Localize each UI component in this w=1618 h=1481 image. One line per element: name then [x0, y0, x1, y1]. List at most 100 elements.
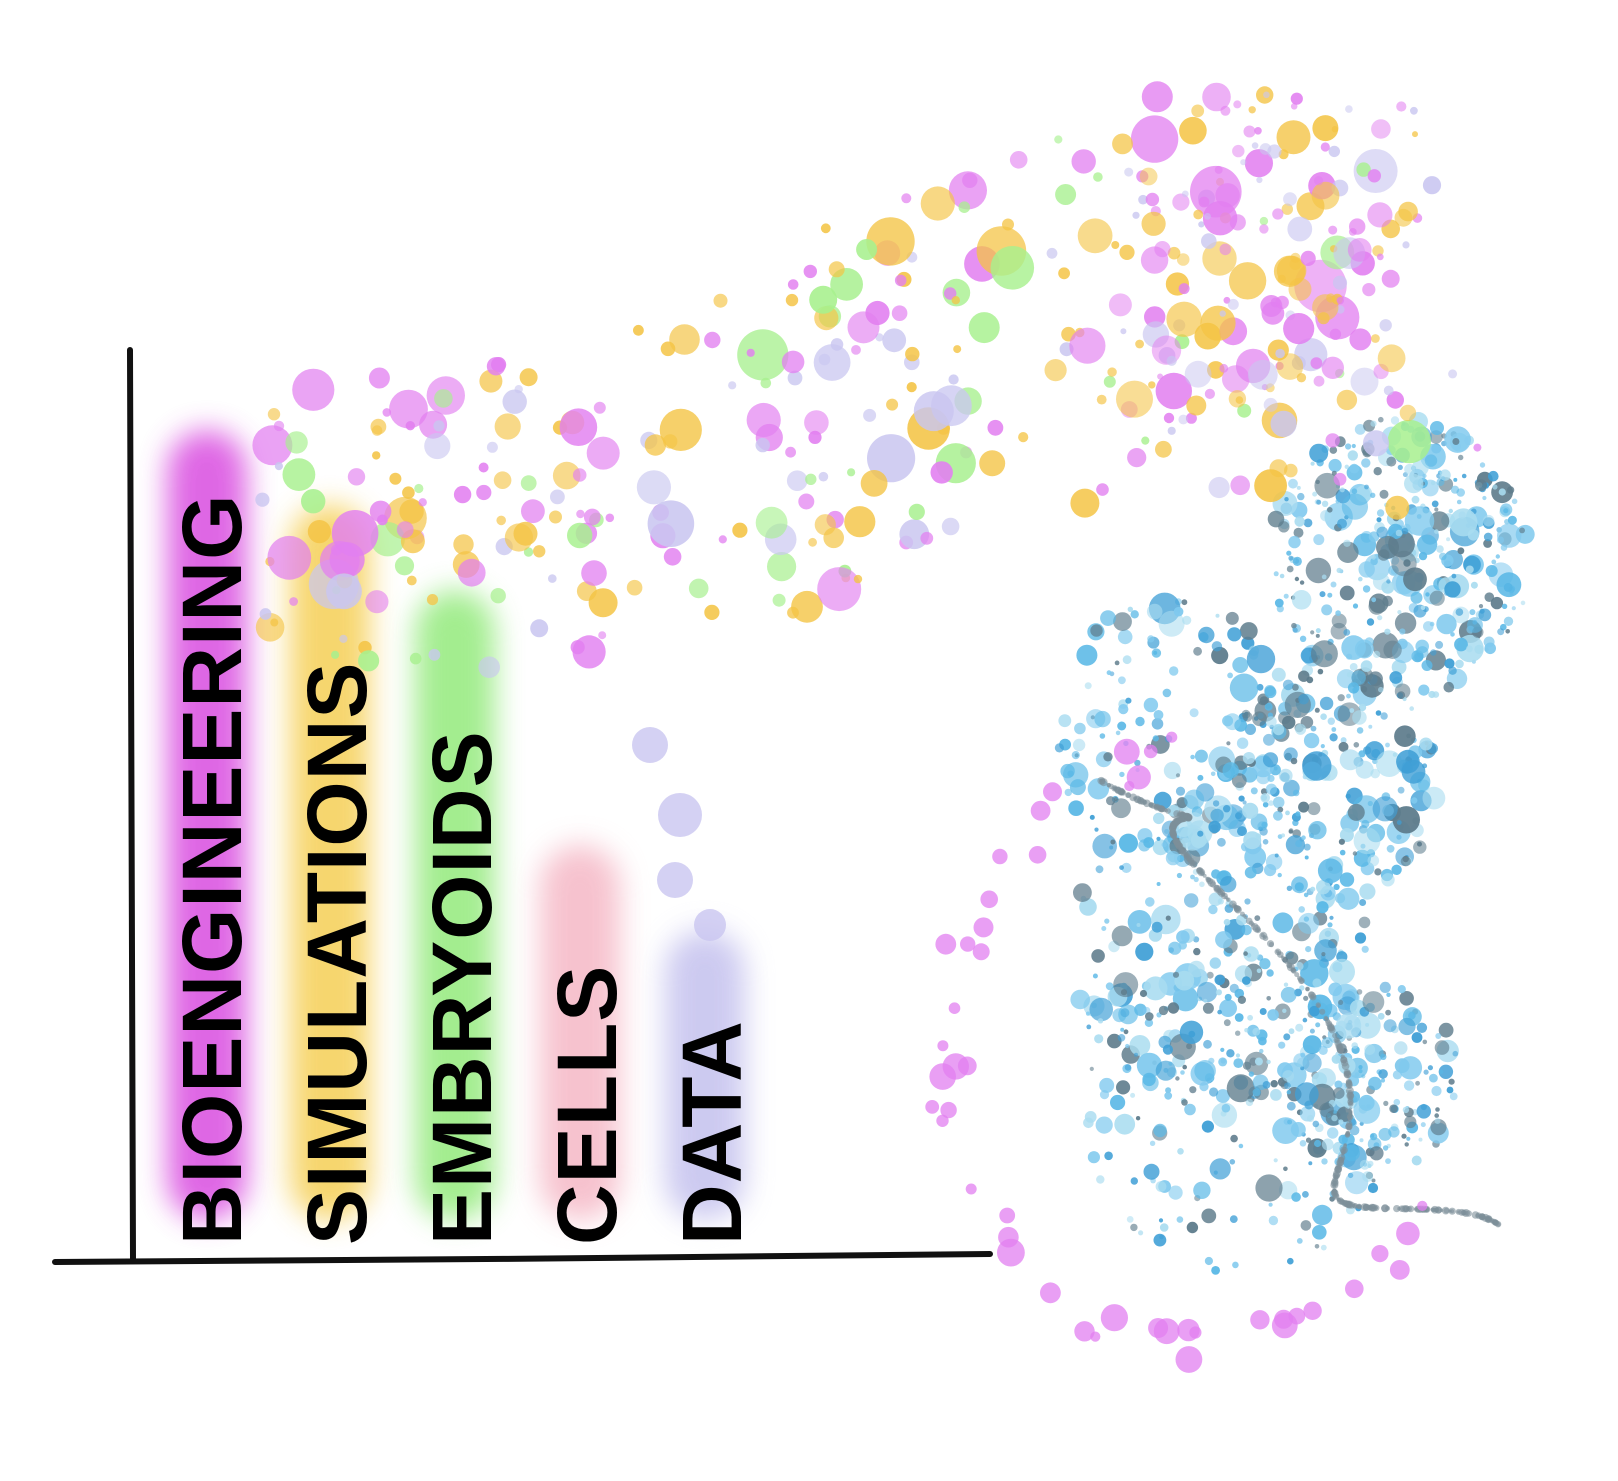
- plume-bubble: [1139, 167, 1158, 186]
- helix-bubble: [1288, 535, 1301, 549]
- stream-bubble: [273, 420, 285, 432]
- strand-dot: [1455, 1208, 1462, 1215]
- helix-bubble: [1404, 463, 1416, 475]
- helix-bubble: [1265, 783, 1277, 795]
- helix-bubble: [1450, 485, 1460, 494]
- strand-dot: [1485, 1216, 1492, 1223]
- plume-bubble: [1399, 404, 1417, 422]
- helix-bubble: [1315, 633, 1320, 638]
- helix-bubble: [1211, 1102, 1238, 1128]
- stream-bubble: [948, 374, 959, 385]
- x-axis: [52, 1251, 993, 1265]
- edge-bubble: [1371, 1245, 1389, 1263]
- helix-bubble: [1104, 1151, 1113, 1161]
- helix-bubble: [1333, 1087, 1345, 1099]
- helix-bubble: [1328, 458, 1342, 473]
- helix-bubble: [1286, 565, 1294, 573]
- helix-bubble: [1308, 1161, 1313, 1166]
- helix-bubble: [1370, 768, 1380, 779]
- helix-bubble: [1358, 576, 1363, 582]
- helix-bubble: [1091, 949, 1105, 963]
- helix-bubble: [1456, 499, 1462, 505]
- helix-bubble: [1321, 1158, 1328, 1165]
- stream-bubble: [550, 489, 565, 505]
- edge-bubble: [925, 1100, 940, 1114]
- stream-bubble: [913, 391, 954, 432]
- helix-bubble: [1316, 901, 1329, 914]
- helix-bubble: [1349, 463, 1360, 474]
- helix-bubble: [1161, 842, 1167, 848]
- helix-bubble: [1147, 635, 1155, 643]
- helix-bubble: [1248, 1071, 1255, 1077]
- plume-bubble: [1220, 105, 1231, 116]
- helix-bubble: [1359, 1159, 1370, 1170]
- plume-bubble: [1328, 145, 1341, 158]
- helix-bubble: [1122, 655, 1132, 665]
- helix-bubble: [1361, 945, 1369, 953]
- helix-bubble: [1377, 1012, 1385, 1020]
- embryoids-glow: [415, 590, 495, 1220]
- stream-bubble: [476, 484, 492, 501]
- plume-bubble: [1371, 119, 1391, 139]
- helix-bubble: [1312, 1120, 1320, 1128]
- helix-bubble: [1511, 606, 1516, 611]
- helix-bubble: [1089, 814, 1095, 820]
- stream-bubble: [1055, 184, 1077, 205]
- stream-bubble: [979, 450, 1006, 477]
- helix-bubble: [1120, 1027, 1125, 1032]
- stream-bubble: [908, 503, 925, 520]
- stream-bubble: [809, 285, 838, 314]
- strand-dot: [1373, 1204, 1380, 1211]
- helix-bubble: [1439, 469, 1451, 481]
- helix-bubble: [1244, 1028, 1249, 1033]
- stream-bubble: [494, 413, 521, 440]
- plume-bubble: [1383, 385, 1394, 396]
- helix-bubble: [1215, 931, 1233, 949]
- helix-bubble: [1404, 1142, 1409, 1147]
- helix-bubble: [1361, 458, 1371, 468]
- helix-bubble: [1244, 866, 1257, 879]
- helix-bubble: [1270, 1080, 1278, 1088]
- helix-bubble: [1259, 1008, 1267, 1015]
- helix-bubble: [1178, 941, 1187, 950]
- plume-bubble: [1320, 142, 1330, 152]
- helix-bubble: [1401, 527, 1409, 535]
- helix-bubble: [1384, 628, 1391, 635]
- helix-bubble: [1358, 703, 1367, 712]
- stream-bubble: [1107, 367, 1117, 377]
- plume-bubble: [1296, 373, 1307, 383]
- helix-bubble: [1452, 438, 1460, 445]
- helix-bubble: [1294, 576, 1300, 582]
- stream-bubble: [1310, 357, 1323, 369]
- helix-bubble: [1364, 1044, 1376, 1055]
- data-bubble: [658, 793, 702, 837]
- helix-bubble: [1288, 828, 1294, 834]
- helix-bubble: [1130, 610, 1139, 619]
- strand-dot: [1331, 1189, 1338, 1195]
- helix-bubble: [1242, 802, 1259, 819]
- stream-bubble: [853, 574, 863, 584]
- helix-bubble: [1370, 420, 1377, 427]
- label-cells: CELLS: [540, 964, 634, 1245]
- helix-bubble: [1243, 951, 1248, 956]
- helix-bubble: [1244, 723, 1256, 736]
- stream-bubble: [453, 534, 474, 555]
- helix-bubble: [1224, 713, 1241, 731]
- helix-bubble: [1209, 1087, 1219, 1097]
- helix-bubble: [1475, 479, 1487, 492]
- strand-dot: [1323, 1015, 1329, 1021]
- helix-bubble: [1273, 571, 1279, 577]
- helix-bubble: [1488, 470, 1499, 482]
- helix-bubble: [1193, 947, 1201, 956]
- helix-bubble: [1312, 978, 1322, 988]
- helix-bubble: [1267, 510, 1285, 528]
- helix-bubble: [1327, 507, 1333, 513]
- helix-bubble: [1271, 667, 1286, 682]
- stream-bubble: [402, 486, 415, 500]
- helix-bubble: [1397, 464, 1403, 470]
- helix-bubble: [1356, 727, 1364, 734]
- helix-bubble: [1386, 992, 1391, 997]
- helix-bubble: [1259, 696, 1269, 705]
- stream-bubble: [259, 608, 272, 620]
- stream-bubble: [1356, 162, 1371, 177]
